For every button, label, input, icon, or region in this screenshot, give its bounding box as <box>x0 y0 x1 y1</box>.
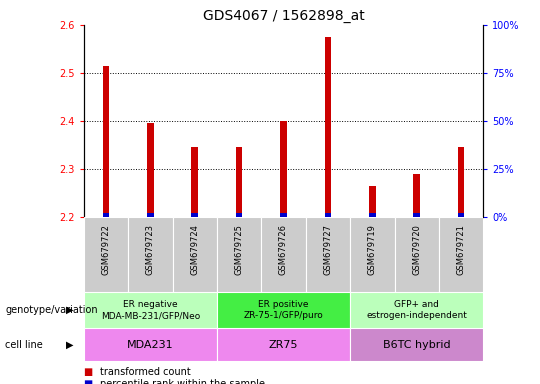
Text: GSM679722: GSM679722 <box>102 224 110 275</box>
Bar <box>395 217 439 292</box>
Bar <box>458 213 464 217</box>
Bar <box>84 328 217 361</box>
Bar <box>280 121 287 217</box>
Bar <box>217 328 350 361</box>
Bar <box>103 66 109 217</box>
Bar <box>325 213 331 217</box>
Bar <box>217 217 261 292</box>
Bar <box>350 217 395 292</box>
Text: GSM679724: GSM679724 <box>190 224 199 275</box>
Bar <box>128 217 172 292</box>
Bar <box>414 174 420 217</box>
Bar <box>325 37 331 217</box>
Bar <box>217 292 350 328</box>
Text: ▶: ▶ <box>66 339 74 350</box>
Text: transformed count: transformed count <box>100 367 191 377</box>
Bar <box>147 123 154 217</box>
Text: GSM679723: GSM679723 <box>146 224 155 275</box>
Bar <box>147 213 154 217</box>
Text: GSM679721: GSM679721 <box>457 224 465 275</box>
Text: ■: ■ <box>84 367 96 377</box>
Title: GDS4067 / 1562898_at: GDS4067 / 1562898_at <box>202 8 364 23</box>
Text: GSM679720: GSM679720 <box>412 224 421 275</box>
Bar <box>369 186 376 217</box>
Text: ER positive
ZR-75-1/GFP/puro: ER positive ZR-75-1/GFP/puro <box>244 300 323 320</box>
Text: GSM679727: GSM679727 <box>323 224 333 275</box>
Bar <box>236 147 242 217</box>
Text: percentile rank within the sample: percentile rank within the sample <box>100 379 265 384</box>
Text: GSM679719: GSM679719 <box>368 224 377 275</box>
Text: MDA231: MDA231 <box>127 339 174 350</box>
Text: ER negative
MDA-MB-231/GFP/Neo: ER negative MDA-MB-231/GFP/Neo <box>100 300 200 320</box>
Bar <box>369 213 376 217</box>
Bar <box>261 217 306 292</box>
Bar <box>414 213 420 217</box>
Bar <box>84 217 128 292</box>
Bar <box>172 217 217 292</box>
Text: ■: ■ <box>84 379 96 384</box>
Bar <box>439 217 483 292</box>
Bar <box>103 213 109 217</box>
Text: GSM679726: GSM679726 <box>279 224 288 275</box>
Bar <box>191 213 198 217</box>
Bar <box>306 217 350 292</box>
Text: ▶: ▶ <box>66 305 74 315</box>
Text: B6TC hybrid: B6TC hybrid <box>383 339 450 350</box>
Bar <box>350 328 483 361</box>
Bar <box>280 213 287 217</box>
Bar <box>236 213 242 217</box>
Text: cell line: cell line <box>5 339 43 350</box>
Bar <box>84 292 217 328</box>
Text: GSM679725: GSM679725 <box>234 224 244 275</box>
Bar <box>191 147 198 217</box>
Bar <box>350 292 483 328</box>
Text: GFP+ and
estrogen-independent: GFP+ and estrogen-independent <box>366 300 467 320</box>
Text: ZR75: ZR75 <box>269 339 298 350</box>
Bar <box>458 147 464 217</box>
Text: genotype/variation: genotype/variation <box>5 305 98 315</box>
